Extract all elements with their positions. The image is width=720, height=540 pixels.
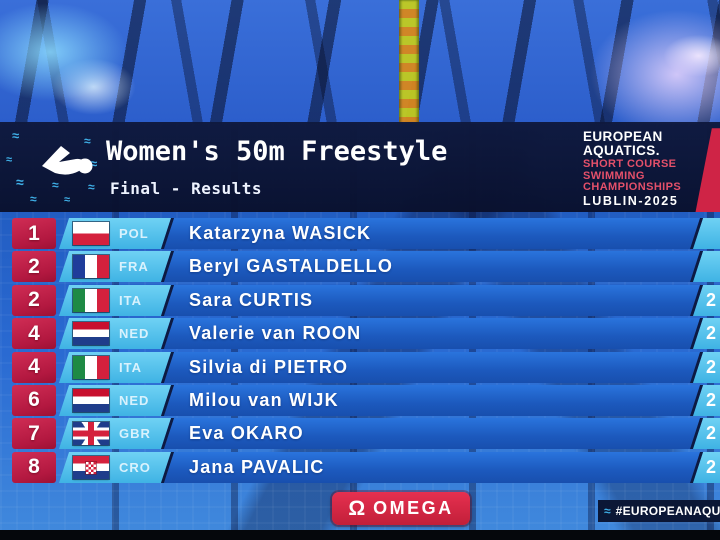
country-code: POL	[119, 226, 149, 241]
rank-badge: 7	[12, 418, 56, 450]
country-code: CRO	[119, 459, 151, 475]
country-panel: ITA	[58, 284, 172, 316]
time-partial: 2	[706, 456, 717, 477]
swimmer-name: Silvia di PIETRO	[189, 356, 349, 377]
omega-wordmark: OMEGA	[373, 498, 454, 518]
swimmer-name: Sara CURTIS	[189, 289, 314, 310]
rank-number: 8	[28, 455, 40, 479]
name-panel: Eva OKARO	[160, 418, 701, 450]
swimmer-name: Milou van WIJK	[189, 389, 339, 410]
swimmer-name: Beryl GASTALDELLO	[189, 256, 394, 277]
pool-surface-photo	[0, 0, 720, 124]
country-flag	[73, 222, 109, 245]
country-flag	[73, 455, 109, 479]
country-flag	[73, 288, 109, 312]
hashtag-bar: ≈ #EUROPEANAQUA	[598, 500, 720, 522]
logo-line-european: EUROPEAN	[583, 129, 663, 144]
rank-number: 2	[28, 288, 40, 312]
swimmer-name: Eva OKARO	[189, 423, 304, 444]
logo-red-triangle	[695, 128, 720, 212]
rank-badge: 8	[12, 451, 56, 483]
time-partial: 2	[706, 323, 717, 344]
results-table: 1 POL Katarzyna WASICK 2 FRA	[0, 218, 720, 485]
omega-symbol-icon: Ω	[348, 497, 366, 520]
country-flag	[73, 255, 109, 279]
rank-number: 1	[28, 221, 40, 245]
country-flag	[73, 355, 109, 379]
swimmer-name: Katarzyna WASICK	[189, 223, 372, 243]
time-partial: 2	[706, 356, 717, 377]
time-partial: 2	[706, 389, 717, 410]
logo-line-lublin-2025: LUBLIN-2025	[583, 194, 679, 209]
name-panel: Milou van WIJK	[160, 384, 701, 416]
logo-line-short-course: SHORT COURSE	[583, 157, 677, 170]
rank-badge: 6	[12, 384, 56, 416]
lane-rope	[399, 0, 419, 124]
result-row: 1 POL Katarzyna WASICK	[0, 218, 720, 249]
name-panel: Jana PAVALIC	[160, 451, 701, 483]
swimmer-name: Jana PAVALIC	[189, 456, 325, 477]
name-panel: Katarzyna WASICK	[160, 218, 701, 249]
country-panel: NED	[58, 318, 172, 350]
rank-badge: 4	[12, 351, 56, 383]
result-row: 4 NED Valerie van ROON 2	[0, 318, 720, 350]
hashtag-wave-icon: ≈	[604, 504, 611, 518]
country-panel: CRO	[58, 451, 172, 483]
country-code: NED	[119, 326, 150, 342]
result-row: 8 CRO Jana PAVALIC 2	[0, 451, 720, 483]
rank-number: 4	[28, 355, 40, 379]
header-bar: Women's 50m Freestyle Final - Results EU…	[0, 122, 720, 212]
country-panel: ITA	[58, 351, 172, 383]
country-panel: GBR	[58, 418, 172, 450]
hashtag-text: #EUROPEANAQUA	[615, 504, 720, 518]
time-partial: 2	[706, 423, 717, 444]
country-code: ITA	[119, 292, 142, 308]
rank-badge: 2	[12, 251, 56, 283]
result-row: 6 NED Milou van WIJK 2	[0, 384, 720, 416]
result-row: 2 ITA Sara CURTIS 2	[0, 284, 720, 316]
logo-line-aquatics: AQUATICS.	[583, 143, 660, 159]
country-code: FRA	[119, 259, 149, 275]
event-subtitle: Final - Results	[110, 179, 262, 198]
rank-badge: 4	[12, 318, 56, 350]
name-panel: Valerie van ROON	[160, 318, 701, 350]
result-row: 4 ITA Silvia di PIETRO 2	[0, 351, 720, 383]
swimmer-icon	[42, 146, 93, 175]
country-panel: FRA	[58, 251, 172, 283]
swimmer-name: Valerie van ROON	[189, 323, 362, 344]
country-flag	[73, 322, 109, 346]
country-panel: NED	[58, 384, 172, 416]
name-panel: Silvia di PIETRO	[160, 351, 701, 383]
logo-line-swimming: SWIMMING	[583, 169, 645, 182]
result-row: 7 GBR Eva OKARO 2	[0, 418, 720, 450]
logo-line-championships: CHAMPIONSHIPS	[583, 181, 682, 194]
result-row: 2 FRA Beryl GASTALDELLO	[0, 251, 720, 283]
country-flag	[73, 388, 109, 412]
name-panel: Beryl GASTALDELLO	[160, 251, 701, 283]
rank-badge: 1	[12, 218, 56, 249]
event-title: Women's 50m Freestyle	[106, 136, 448, 167]
rank-number: 4	[28, 321, 40, 345]
name-panel: Sara CURTIS	[160, 284, 701, 316]
letterbox-bar	[0, 530, 720, 540]
rank-badge: 2	[12, 284, 56, 316]
country-flag	[73, 422, 109, 446]
rank-number: 6	[28, 388, 40, 412]
rank-number: 2	[28, 254, 40, 278]
championship-logo: EUROPEAN AQUATICS. SHORT COURSE SWIMMING…	[583, 129, 691, 209]
rank-number: 7	[28, 421, 40, 445]
country-panel: POL	[58, 218, 172, 249]
country-code: NED	[119, 392, 150, 408]
country-code: GBR	[119, 426, 151, 442]
time-partial: 2	[706, 289, 717, 310]
omega-logo: Ω OMEGA	[332, 492, 470, 525]
country-code: ITA	[119, 359, 142, 375]
